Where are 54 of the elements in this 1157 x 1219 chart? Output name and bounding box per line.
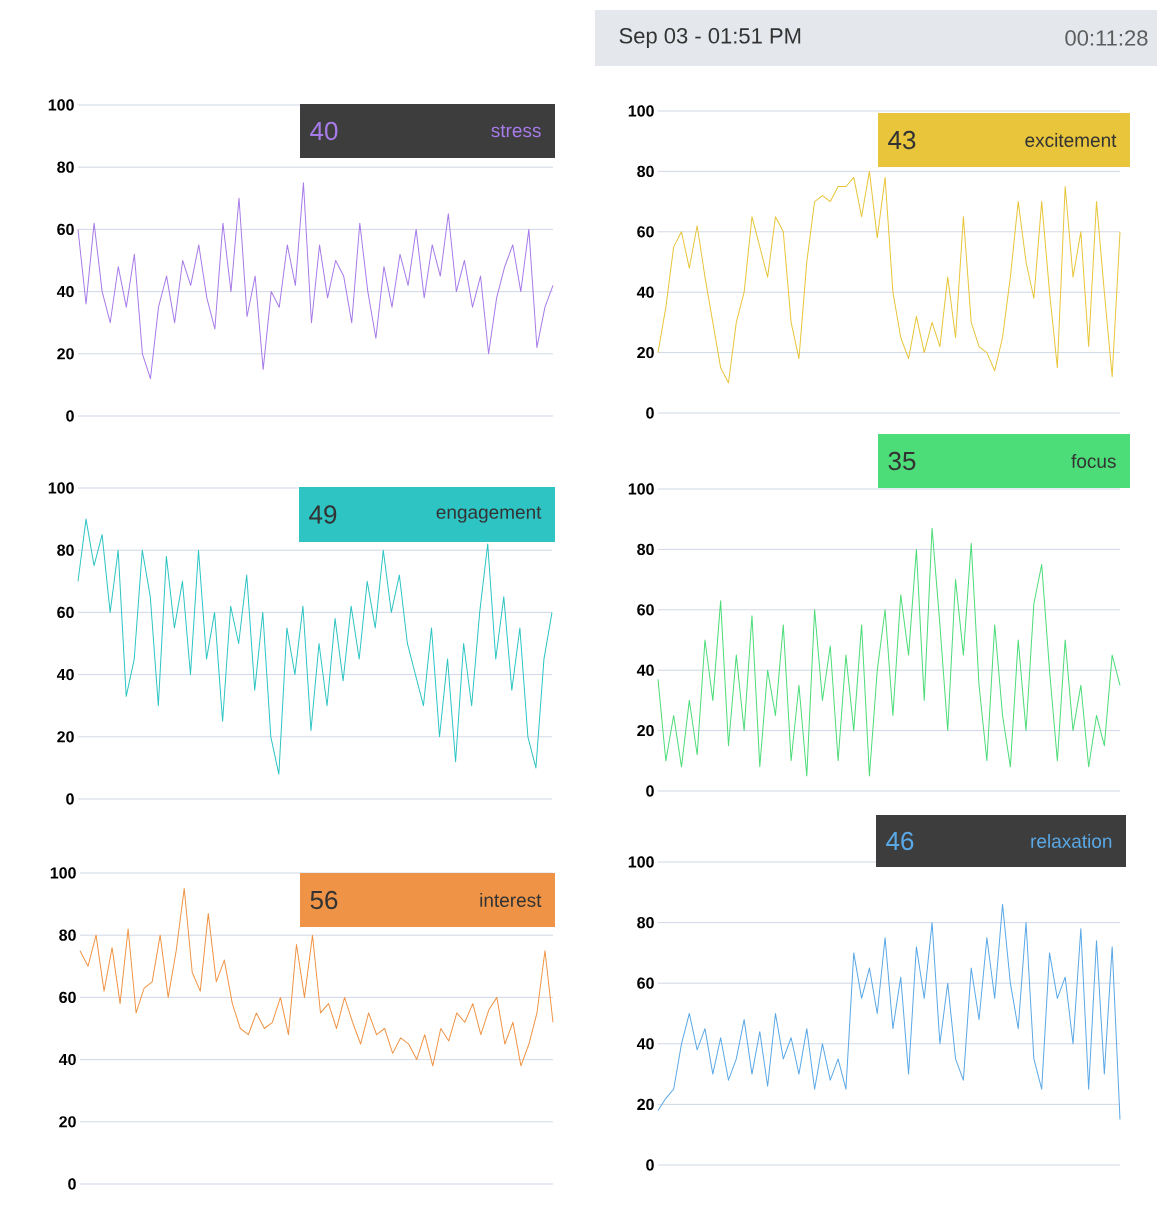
- text: Sep 03 - 01:51 PM: [619, 28, 801, 48]
- y-tick-label: 20: [57, 731, 74, 743]
- text: interest: [480, 893, 542, 907]
- text: 35: [888, 451, 916, 471]
- y-tick-label: 40: [636, 664, 654, 676]
- y-tick-label: 40: [636, 286, 654, 298]
- y-tick-label: 0: [646, 407, 654, 419]
- chart-title: focus: [1071, 454, 1116, 468]
- y-tick-label: 60: [59, 991, 76, 1004]
- y-tick-label: 60: [637, 977, 654, 989]
- y-tick-label: 80: [637, 543, 654, 556]
- y-tick-label: 0: [66, 793, 74, 805]
- y-tick-label: 80: [637, 916, 654, 929]
- y-tick-label: 0: [646, 1159, 654, 1171]
- text: 46: [886, 831, 914, 851]
- y-tick-label: 20: [637, 1098, 654, 1111]
- y-tick-label: 60: [637, 604, 654, 616]
- annotation: 56: [310, 890, 338, 910]
- y-tick-label: 40: [56, 285, 74, 298]
- y-tick-label: 40: [58, 1053, 76, 1066]
- y-tick-label: 60: [57, 606, 74, 619]
- y-tick-label: 0: [646, 785, 654, 797]
- y-tick-label: 100: [50, 867, 76, 879]
- text: stress: [491, 124, 541, 138]
- y-tick-label: 60: [637, 226, 654, 238]
- y-tick-label: 20: [637, 346, 654, 359]
- y-tick-label: 100: [628, 105, 654, 117]
- y-tick-label: 100: [628, 483, 654, 495]
- annotation: 40: [310, 121, 338, 141]
- y-tick-label: 0: [66, 410, 74, 422]
- y-tick-label: 100: [48, 482, 74, 494]
- annotation: 43: [888, 130, 916, 150]
- y-tick-label: 40: [56, 668, 74, 681]
- y-tick-label: 100: [48, 99, 74, 111]
- text: 00:11:28: [1065, 30, 1148, 46]
- y-tick-label: 80: [59, 929, 76, 941]
- y-tick-label: 20: [57, 348, 74, 360]
- line-series: [657, 527, 1121, 777]
- text: excitement: [1025, 133, 1117, 147]
- y-tick-label: 20: [59, 1116, 76, 1128]
- annotation: 49: [309, 505, 337, 524]
- y-tick-label: 40: [636, 1038, 654, 1050]
- line-series: [77, 182, 554, 380]
- text: engagement: [436, 506, 542, 523]
- line-series: [657, 903, 1121, 1121]
- y-tick-label: 100: [628, 856, 654, 868]
- y-tick-label: 80: [57, 161, 74, 173]
- y-tick-label: 20: [637, 724, 654, 737]
- y-tick-label: 80: [57, 544, 74, 556]
- y-tick-label: 80: [637, 165, 654, 178]
- y-tick-label: 0: [68, 1178, 76, 1190]
- y-tick-label: 60: [57, 223, 74, 236]
- chart-title: relaxation: [1031, 834, 1112, 848]
- line-series: [79, 888, 554, 1067]
